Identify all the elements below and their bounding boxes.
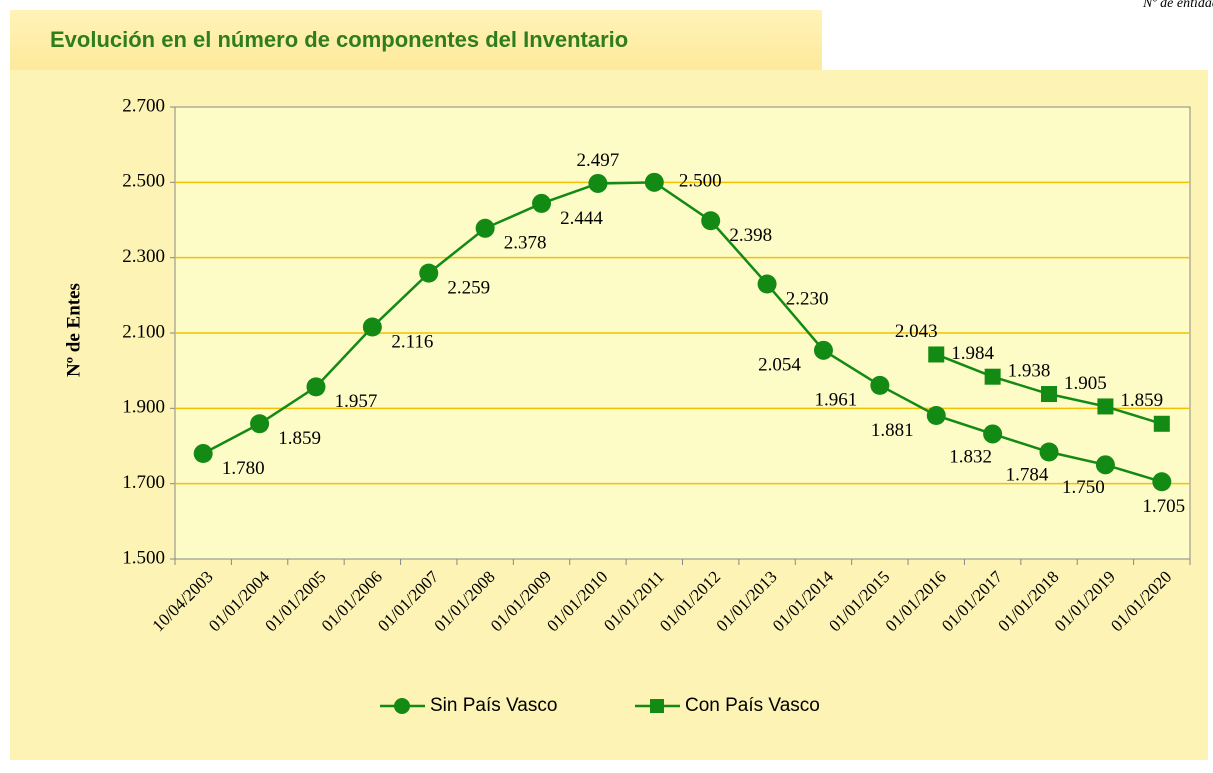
data-label: 1.832 xyxy=(949,446,992,467)
marker xyxy=(306,377,326,397)
data-label: 1.750 xyxy=(1062,477,1105,498)
data-label: 1.705 xyxy=(1142,496,1185,517)
y-tick-label: 2.700 xyxy=(122,95,165,116)
data-label: 2.378 xyxy=(504,233,547,254)
data-label: 1.859 xyxy=(278,428,321,449)
data-label: 2.398 xyxy=(729,225,772,246)
marker xyxy=(1153,415,1170,432)
marker xyxy=(475,218,495,238)
data-label: 1.957 xyxy=(335,391,378,412)
marker xyxy=(1097,398,1114,415)
marker xyxy=(588,173,608,193)
marker xyxy=(419,263,439,283)
marker xyxy=(870,375,890,395)
data-label: 1.905 xyxy=(1064,373,1107,394)
data-label: 1.784 xyxy=(1006,464,1049,485)
data-label: 2.230 xyxy=(786,288,829,309)
data-label: 2.500 xyxy=(679,171,722,192)
marker xyxy=(1041,386,1058,403)
data-label: 2.054 xyxy=(758,355,801,376)
marker xyxy=(757,274,777,294)
marker xyxy=(1039,442,1059,462)
marker xyxy=(983,424,1003,444)
y-tick-label: 1.700 xyxy=(122,472,165,493)
y-tick-label: 2.100 xyxy=(122,321,165,342)
y-tick-label: 1.500 xyxy=(122,547,165,568)
marker xyxy=(813,340,833,360)
data-label: 2.116 xyxy=(391,331,433,352)
marker xyxy=(532,193,552,213)
chart-title: Evolución en el número de componentes de… xyxy=(50,27,628,52)
marker xyxy=(250,414,270,434)
marker xyxy=(701,211,721,231)
legend-label: Con País Vasco xyxy=(685,695,820,716)
note: Nº de entidades xyxy=(1142,0,1213,11)
y-tick-label: 2.500 xyxy=(122,171,165,192)
legend-marker xyxy=(394,698,410,714)
legend-label: Sin País Vasco xyxy=(430,695,557,716)
data-label: 2.497 xyxy=(577,150,620,171)
legend-marker xyxy=(650,699,664,713)
marker xyxy=(644,172,664,192)
marker xyxy=(928,346,945,363)
y-axis-label: Nº de Entes xyxy=(63,283,84,377)
data-label: 2.444 xyxy=(560,208,603,229)
data-label: 1.961 xyxy=(814,390,857,411)
data-label: 1.984 xyxy=(951,343,994,364)
y-tick-label: 2.300 xyxy=(122,246,165,267)
y-tick-label: 1.900 xyxy=(122,397,165,418)
marker xyxy=(1095,455,1115,475)
title-panel xyxy=(10,10,822,72)
data-label: 1.780 xyxy=(222,458,265,479)
data-label: 1.938 xyxy=(1008,360,1051,381)
marker xyxy=(1152,472,1172,492)
marker xyxy=(926,405,946,425)
marker xyxy=(193,444,213,464)
data-label: 2.259 xyxy=(447,277,490,298)
marker xyxy=(984,368,1001,385)
line xyxy=(202,181,1163,483)
data-label: 1.881 xyxy=(871,420,914,441)
data-label: 1.859 xyxy=(1120,390,1163,411)
data-label: 2.043 xyxy=(895,321,938,342)
marker xyxy=(362,317,382,337)
